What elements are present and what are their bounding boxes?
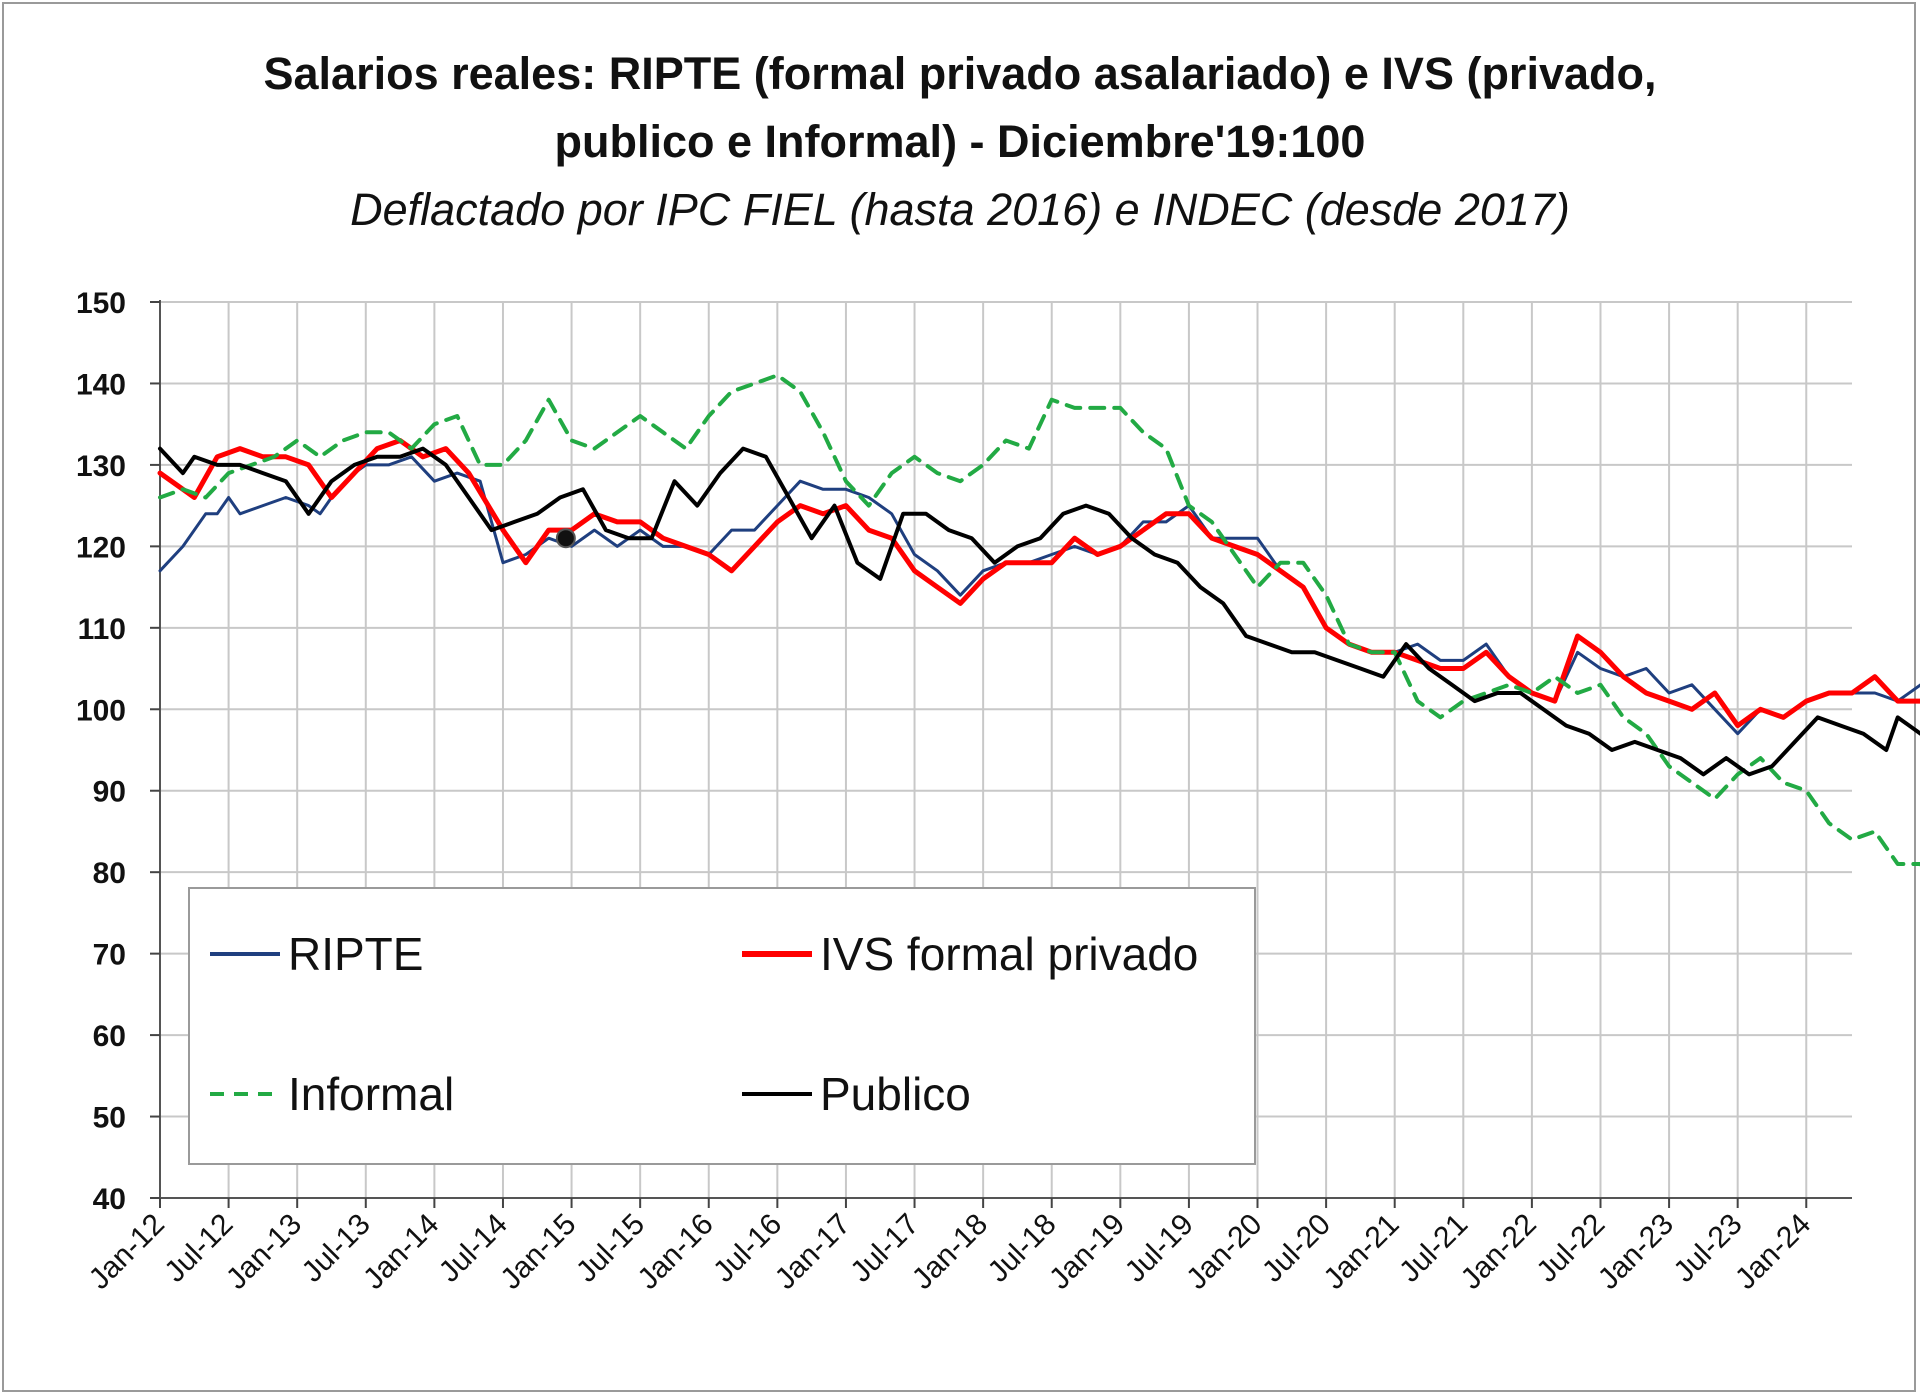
legend-box [188, 887, 1256, 1165]
series-line-publico [158, 446, 1920, 777]
x-tick-label: Jan-14 [357, 1208, 445, 1296]
legend: RIPTE IVS formal privado Informal Public… [188, 887, 1256, 1165]
x-tick-label: Jan-21 [1317, 1208, 1405, 1296]
x-tick-label: Jan-15 [494, 1208, 582, 1296]
x-tick-label: Jan-18 [906, 1208, 994, 1296]
x-tick-label: Jan-16 [632, 1208, 720, 1296]
x-tick-label: Jan-13 [220, 1208, 308, 1296]
y-tick-label: 90 [93, 776, 126, 809]
x-tick-label: Jan-24 [1729, 1208, 1817, 1296]
x-tick-label: Jan-22 [1455, 1208, 1543, 1296]
y-tick-label: 60 [93, 1020, 126, 1053]
series-line-ivs-formal-privado [157, 438, 1920, 729]
legend-label-informal: Informal [288, 1068, 454, 1120]
legend-label-publico: Publico [820, 1068, 971, 1120]
y-tick-label: 80 [93, 857, 126, 890]
series-line-informal [158, 373, 1920, 867]
marker-point [555, 528, 576, 549]
x-tick-label: Jan-20 [1180, 1208, 1268, 1296]
y-axis-ticks: 150 140 130 120 110 100 90 80 70 60 50 40 [76, 287, 160, 1216]
chart-title-line-1: Salarios reales: RIPTE (formal privado a… [263, 48, 1657, 99]
x-tick-label: Jan-17 [769, 1208, 857, 1296]
x-tick-label: Jan-12 [83, 1208, 171, 1296]
chart-title-line-2: publico e Informal) - Diciembre'19:100 [554, 116, 1366, 167]
x-axis-ticks: Jan-12Jul-12Jan-13Jul-13Jan-14Jul-14Jan-… [83, 1198, 1817, 1296]
series-line-ripte [158, 455, 1920, 736]
legend-label-ivs: IVS formal privado [820, 928, 1198, 980]
series-lines [157, 373, 1920, 867]
x-tick-label: Jan-19 [1043, 1208, 1131, 1296]
y-tick-label: 120 [76, 531, 126, 564]
y-tick-label: 140 [76, 368, 126, 401]
y-tick-label: 130 [76, 450, 126, 483]
y-tick-label: 150 [76, 287, 126, 320]
y-tick-label: 100 [76, 694, 126, 727]
marker-point-group [555, 528, 576, 549]
y-tick-label: 110 [78, 613, 126, 646]
x-tick-label: Jan-23 [1592, 1208, 1680, 1296]
legend-label-ripte: RIPTE [288, 928, 423, 980]
y-tick-label: 70 [93, 939, 126, 972]
chart-subtitle: Deflactado por IPC FIEL (hasta 2016) e I… [350, 184, 1570, 235]
y-tick-label: 40 [93, 1183, 126, 1216]
y-tick-label: 50 [93, 1102, 126, 1135]
